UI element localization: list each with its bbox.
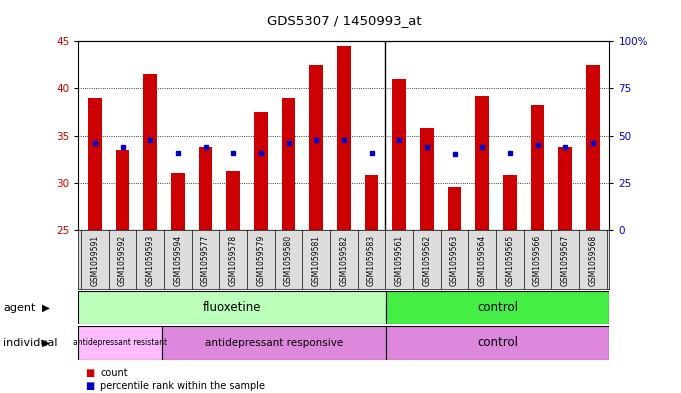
Bar [386,326,609,360]
Text: ▶: ▶ [42,338,50,348]
Text: GSM1059561: GSM1059561 [395,235,404,286]
Bar [530,105,545,230]
Bar [78,291,386,324]
Text: GSM1059568: GSM1059568 [588,235,597,286]
Bar [337,46,351,230]
Bar [88,98,102,230]
Text: agent: agent [3,303,36,312]
Bar [420,128,434,230]
Bar [392,79,406,230]
Text: ■: ■ [85,367,95,378]
Text: GSM1059582: GSM1059582 [339,235,349,286]
Text: antidepressant responsive: antidepressant responsive [205,338,343,348]
Bar [282,98,296,230]
Bar [78,326,162,360]
Text: GSM1059580: GSM1059580 [284,235,293,286]
Bar [386,291,609,324]
Text: GSM1059578: GSM1059578 [229,235,238,286]
Text: GSM1059583: GSM1059583 [367,235,376,286]
Bar [503,175,517,230]
Bar [199,147,212,230]
Text: GSM1059564: GSM1059564 [478,235,487,286]
Text: GDS5307 / 1450993_at: GDS5307 / 1450993_at [266,14,422,27]
Text: GSM1059565: GSM1059565 [505,235,514,286]
Bar [254,112,268,230]
Text: GSM1059581: GSM1059581 [312,235,321,286]
Text: GSM1059594: GSM1059594 [174,235,183,286]
Text: GSM1059562: GSM1059562 [422,235,431,286]
Text: GSM1059591: GSM1059591 [91,235,99,286]
Text: GSM1059579: GSM1059579 [257,235,266,286]
Text: GSM1059593: GSM1059593 [146,235,155,286]
Text: count: count [100,367,128,378]
Bar [475,96,489,230]
Bar [558,147,572,230]
Text: antidepressant resistant: antidepressant resistant [73,338,168,347]
Text: GSM1059566: GSM1059566 [533,235,542,286]
Bar [116,150,129,230]
Bar [364,175,379,230]
Bar [143,74,157,230]
Text: ■: ■ [85,381,95,391]
Bar [309,65,323,230]
Text: GSM1059563: GSM1059563 [450,235,459,286]
Text: control: control [477,301,518,314]
Bar [447,187,462,230]
Text: fluoxetine: fluoxetine [203,301,262,314]
Text: GSM1059577: GSM1059577 [201,235,210,286]
Bar [586,65,600,230]
Text: ▶: ▶ [42,303,50,312]
Text: percentile rank within the sample: percentile rank within the sample [100,381,265,391]
Text: GSM1059567: GSM1059567 [560,235,570,286]
Text: GSM1059592: GSM1059592 [118,235,127,286]
Bar [171,173,185,230]
Text: individual: individual [3,338,58,348]
Bar [226,171,240,230]
Text: control: control [477,336,518,349]
Bar [162,326,386,360]
